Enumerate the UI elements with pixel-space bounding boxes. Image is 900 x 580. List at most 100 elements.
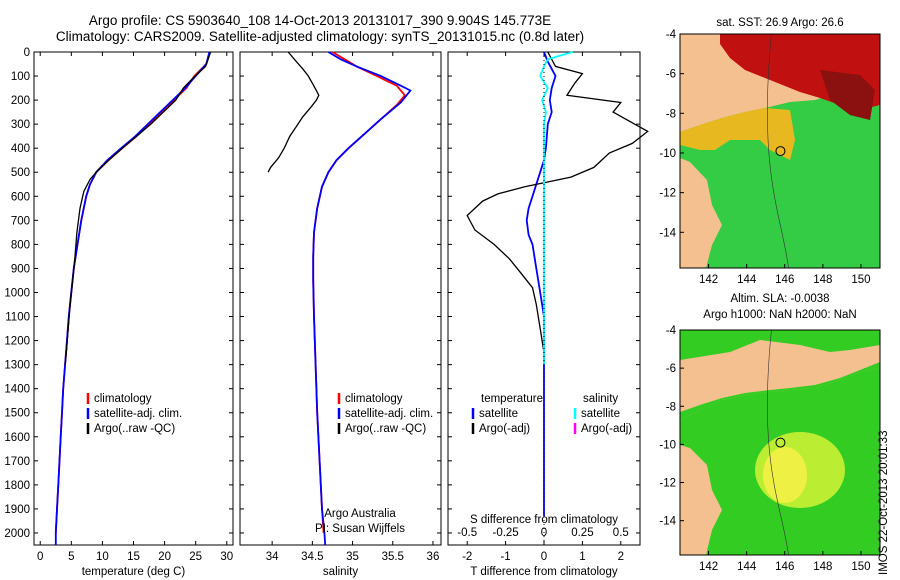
map-x-tick-label: 150: [851, 561, 870, 573]
map-frame: [679, 33, 881, 269]
series-line: [64, 51, 212, 365]
temperature-legend-label: climatology: [94, 393, 152, 405]
map-y-tick-label: -10: [659, 439, 676, 451]
x-tick-label: 25: [189, 551, 202, 563]
depth-tick-label: 600: [11, 191, 30, 203]
map-frame: [679, 329, 881, 556]
series-line: [312, 51, 406, 534]
s-diff-tick-label: 0.5: [613, 527, 629, 539]
sla-map-title: Altim. SLA: -0.0038: [730, 293, 829, 305]
depth-tick-label: 800: [11, 239, 30, 251]
s-diff-tick-label: -0.25: [492, 527, 518, 539]
depth-tick-label: 900: [11, 263, 30, 275]
x-tick-label: 2: [618, 551, 624, 563]
map-y-tick-label: -12: [659, 188, 676, 200]
map-y-tick-label: -14: [659, 227, 676, 239]
series-line: [267, 51, 320, 173]
map-y-tick-label: -6: [666, 363, 676, 375]
x-tick-label: 34: [266, 551, 279, 563]
s-diff-axis-label: S difference from climatology: [470, 514, 618, 526]
map-x-tick-label: 148: [813, 274, 832, 286]
figure-title-line2: Climatology: CARS2009. Satellite-adjuste…: [55, 29, 585, 44]
salinity-legend-title: salinity: [583, 393, 618, 405]
x-tick-label: 20: [158, 551, 171, 563]
map-x-tick-label: 150: [851, 274, 870, 286]
depth-tick-label: 0: [24, 47, 30, 59]
map-x-tick-label: 146: [775, 561, 794, 573]
x-tick-label: 10: [96, 551, 109, 563]
depth-tick-label: 1000: [4, 287, 30, 299]
depth-tick-label: 200: [11, 95, 30, 107]
depth-tick-label: 1600: [4, 432, 30, 444]
x-tick-label: 36: [427, 551, 440, 563]
sla-map: [679, 329, 881, 556]
credit-line: PI: Susan Wijffels: [315, 523, 405, 535]
depth-tick-label: 1800: [4, 480, 30, 492]
credit-line: Argo Australia: [324, 508, 396, 520]
x-tick-label: 15: [127, 551, 140, 563]
map-x-tick-label: 144: [737, 561, 757, 573]
x-tick-label: 0: [37, 551, 43, 563]
sst-map: [679, 33, 881, 269]
map-y-tick-label: -8: [666, 401, 676, 413]
map-warm-band: [680, 108, 795, 160]
depth-tick-label: 1700: [4, 456, 30, 468]
series-line: [54, 51, 211, 545]
salinity-legend-label: climatology: [345, 393, 403, 405]
depth-tick-label: 1400: [4, 384, 30, 396]
salinity-legend-label: satellite-adj. clim.: [345, 408, 433, 420]
map-y-tick-label: -12: [659, 478, 676, 490]
x-axis-label: salinity: [323, 566, 358, 578]
sla-map-subtitle: Argo h1000: NaN h2000: NaN: [703, 309, 856, 321]
x-tick-label: 35: [346, 551, 359, 563]
x-tick-label: 30: [220, 551, 233, 563]
map-x-tick-label: 142: [699, 274, 718, 286]
temperature-legend-label: satellite-adj. clim.: [94, 408, 182, 420]
depth-tick-label: 2000: [4, 528, 30, 540]
depth-tick-label: 1500: [4, 408, 30, 420]
s-diff-tick-label: 0.25: [571, 527, 593, 539]
map-x-tick-label: 144: [737, 274, 757, 286]
diff-temperature-legend-label: Argo(-adj): [479, 423, 530, 435]
x-tick-label: 34.5: [301, 551, 323, 563]
x-axis-label: temperature (deg C): [82, 566, 186, 578]
map-y-tick-label: -4: [666, 325, 677, 337]
depth-tick-label: 1100: [5, 312, 30, 324]
map-contour: [767, 33, 789, 269]
series-line: [466, 51, 649, 365]
diff-temperature-legend-label: satellite: [479, 408, 518, 420]
map-y-tick-label: -10: [659, 148, 676, 160]
x-tick-label: -2: [462, 551, 472, 563]
depth-tick-label: 500: [11, 167, 30, 179]
map-x-tick-label: 148: [813, 561, 832, 573]
x-tick-label: 5: [68, 551, 74, 563]
diff-salinity-legend-label: satellite: [581, 408, 620, 420]
s-diff-tick-label: 0: [541, 527, 547, 539]
map-x-tick-label: 146: [775, 274, 794, 286]
map-hot-core: [820, 70, 875, 120]
panel-1-frame: [33, 51, 234, 546]
map-high-sla-core: [763, 447, 807, 503]
temperature-legend-title: temperature: [481, 393, 543, 405]
x-tick-label: 0: [541, 551, 547, 563]
figure-title-line1: Argo profile: CS 5903640_108 14-Oct-2013…: [88, 13, 552, 28]
temperature-legend-label: Argo(..raw -QC): [94, 423, 175, 435]
x-axis-label: T difference from climatology: [470, 566, 617, 578]
float-position-marker: [775, 146, 786, 157]
depth-tick-label: 1200: [4, 336, 30, 348]
s-diff-tick-label: -0.5: [457, 527, 477, 539]
timestamp-label: IMOS 22-Oct-2013 20:01:33: [878, 430, 890, 575]
depth-tick-label: 1300: [4, 360, 30, 372]
map-y-tick-label: -8: [666, 108, 676, 120]
x-tick-label: -1: [500, 551, 510, 563]
x-tick-label: 35.5: [382, 551, 404, 563]
series-line: [312, 51, 412, 546]
depth-tick-label: 1900: [4, 504, 30, 516]
diff-salinity-legend-label: Argo(-adj): [581, 423, 632, 435]
series-line: [54, 51, 211, 534]
sst-map-title: sat. SST: 26.9 Argo: 26.6: [716, 17, 843, 29]
salinity-legend-label: Argo(..raw -QC): [345, 423, 426, 435]
map-y-tick-label: -14: [659, 516, 676, 528]
depth-tick-label: 400: [11, 143, 30, 155]
